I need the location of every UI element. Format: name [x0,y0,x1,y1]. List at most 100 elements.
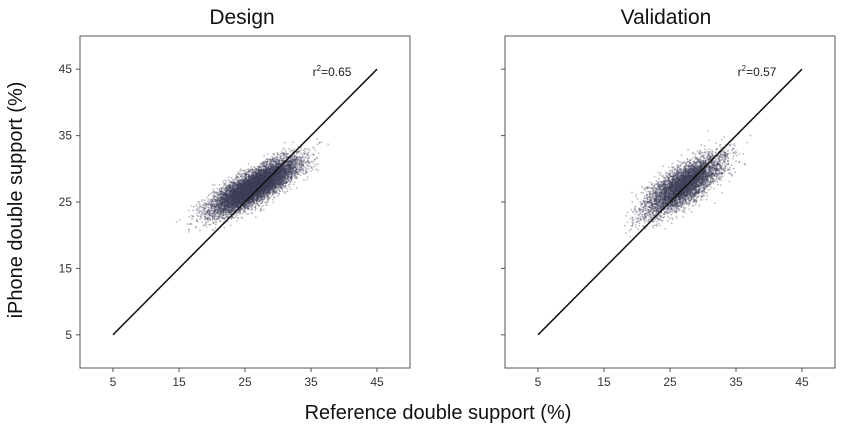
data-point [273,180,276,183]
data-point [242,200,244,203]
data-point [261,181,264,184]
data-point [268,179,271,182]
data-point [268,168,271,171]
data-point [278,170,281,173]
data-point [252,200,255,203]
data-point [233,192,236,195]
data-point [264,187,267,190]
data-point [263,173,266,176]
data-point [225,190,228,193]
data-point [255,182,258,184]
data-point [231,183,234,185]
data-point [287,170,290,173]
data-point [211,183,214,186]
data-point [287,165,290,168]
data-point [239,198,242,201]
data-point [241,199,244,202]
data-point [272,190,274,193]
data-point [247,186,250,189]
data-point [288,183,291,186]
data-point [256,196,258,199]
data-point [248,191,251,194]
data-point [256,180,259,183]
data-point [230,200,233,203]
data-point [315,164,317,166]
data-point [264,174,267,176]
data-point [239,188,242,191]
data-point [217,209,220,212]
data-point [288,183,290,186]
data-point [271,179,273,181]
data-point [277,176,280,179]
data-point [267,186,270,189]
data-point [283,182,286,185]
data-point [243,195,245,198]
data-point [247,177,250,179]
data-point [248,200,251,202]
data-point [278,159,281,162]
data-point [229,203,231,206]
data-point [259,173,262,176]
data-point [263,187,265,190]
data-point [288,186,291,188]
data-point [245,191,248,194]
data-point [251,187,254,190]
data-point [291,172,294,174]
data-point [285,182,287,185]
data-point [282,167,285,170]
data-point [237,198,240,201]
data-point [255,167,258,170]
data-point [265,163,268,166]
data-point [277,165,280,168]
data-point [254,216,257,219]
data-point [267,200,269,203]
data-point [270,182,273,184]
data-point [247,195,250,198]
data-point [273,179,276,182]
data-point [235,214,238,217]
data-point [249,178,252,181]
data-point [203,209,206,212]
data-point [233,191,236,194]
data-point [265,184,268,186]
data-point [252,177,255,179]
data-point [276,173,278,176]
data-point [245,194,247,197]
data-point [227,215,229,218]
data-point [267,184,270,187]
data-point [258,170,261,173]
data-point [241,185,244,188]
data-point [254,186,257,189]
data-point [224,200,227,202]
data-point [241,195,243,198]
data-point [212,229,215,232]
data-point [290,171,293,174]
data-point [250,165,253,168]
data-point [278,173,281,175]
x-axis-label: Reference double support (%) [305,402,572,424]
data-point [269,173,272,175]
data-point [230,186,233,189]
data-point [238,200,241,202]
data-point [248,185,251,188]
data-point [273,183,276,186]
data-point [255,204,257,207]
data-point [250,181,253,183]
data-point [237,176,240,179]
data-point [219,201,221,204]
y-axis-label: iPhone double support (%) [5,82,27,319]
data-point [237,188,239,190]
data-point [248,182,251,184]
data-point [273,183,276,186]
data-point [257,194,259,197]
data-point [284,191,286,193]
data-point [259,191,262,194]
data-point [208,214,211,217]
data-point [264,177,267,180]
data-point [224,192,227,195]
data-point [207,206,210,209]
data-point [274,191,277,194]
data-point [238,197,241,200]
data-point [246,213,248,216]
data-point [240,184,243,187]
